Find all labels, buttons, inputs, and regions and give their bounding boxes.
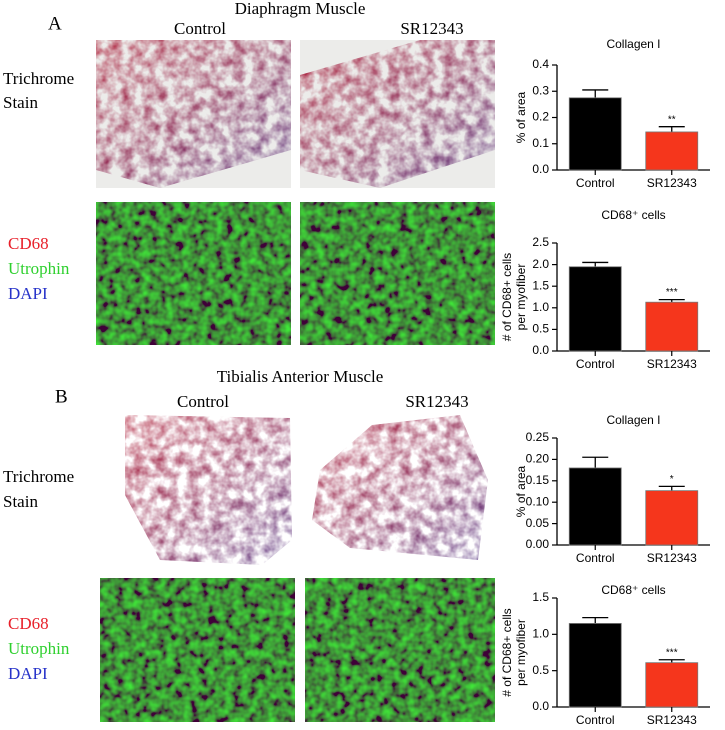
- bar: [645, 490, 699, 546]
- chart-title: Collagen I: [606, 37, 660, 51]
- column-label: Control: [174, 19, 226, 38]
- row-label: CD68: [8, 234, 49, 253]
- y-tick-label: 0.1: [532, 136, 549, 150]
- micrograph-tissue: [96, 40, 291, 188]
- bar: [645, 662, 699, 708]
- significance: **: [668, 114, 676, 125]
- panel-title: Diaphragm Muscle: [235, 0, 366, 18]
- x-tick-label: Control: [576, 176, 615, 190]
- chart-title: Collagen I: [606, 413, 660, 427]
- row-label: CD68: [8, 614, 49, 633]
- x-tick-label: SR12343: [647, 176, 697, 190]
- row-label: DAPI: [8, 664, 48, 683]
- y-axis-label: per myofiber: [514, 619, 528, 686]
- y-tick-label: 0.00: [526, 537, 550, 551]
- panel-title: Tibialis Anterior Muscle: [217, 367, 384, 386]
- row-label: DAPI: [8, 284, 48, 303]
- micrograph: [96, 202, 291, 345]
- bar: [645, 131, 699, 171]
- y-tick-label: 2.0: [532, 257, 549, 271]
- significance: ***: [666, 647, 678, 658]
- y-tick-label: 0.0: [532, 162, 549, 176]
- y-axis-label: # of CD68+ cells: [500, 253, 514, 341]
- y-tick-label: 0.5: [532, 322, 549, 336]
- panel-label: B: [55, 386, 68, 407]
- column-label: SR12343: [405, 392, 468, 411]
- y-tick-label: 0.2: [532, 110, 549, 124]
- y-tick-label: 0.15: [526, 473, 550, 487]
- micrograph: [100, 578, 295, 722]
- chart-title: CD68⁺ cells: [601, 583, 665, 597]
- significance: ***: [666, 287, 678, 298]
- y-tick-label: 0.3: [532, 83, 549, 97]
- micrograph: [300, 202, 495, 345]
- y-tick-label: 1.0: [532, 627, 549, 641]
- y-tick-label: 1.0: [532, 300, 549, 314]
- row-label: Trichrome: [3, 467, 74, 486]
- x-tick-label: SR12343: [647, 713, 697, 727]
- y-tick-label: 0.5: [532, 663, 549, 677]
- row-label: Stain: [3, 93, 38, 112]
- y-tick-label: 1.5: [532, 590, 549, 604]
- y-axis-label: per myofiber: [514, 264, 528, 331]
- x-tick-label: SR12343: [647, 551, 697, 565]
- row-label: Utrophin: [8, 259, 70, 278]
- y-tick-label: 0.0: [532, 699, 549, 713]
- y-axis-label: # of CD68+ cells: [500, 608, 514, 696]
- row-label: Trichrome: [3, 69, 74, 88]
- micrograph-tissue: [312, 415, 488, 560]
- y-tick-label: 0.20: [526, 452, 550, 466]
- micrograph-tissue: [125, 415, 292, 565]
- column-label: SR12343: [400, 19, 463, 38]
- x-tick-label: SR12343: [647, 357, 697, 371]
- panel-label: A: [48, 13, 62, 34]
- row-label: Stain: [3, 492, 38, 511]
- y-tick-label: 0.4: [532, 57, 549, 71]
- y-tick-label: 1.5: [532, 278, 549, 292]
- y-axis-label: % of area: [514, 91, 528, 143]
- bar: [645, 301, 699, 352]
- micrograph-tissue: [300, 40, 495, 188]
- significance: *: [670, 474, 674, 485]
- column-label: Control: [177, 392, 229, 411]
- y-tick-label: 0.10: [526, 494, 550, 508]
- micrograph: [305, 578, 495, 722]
- bar: [568, 623, 622, 708]
- x-tick-label: Control: [576, 357, 615, 371]
- chart-title: CD68⁺ cells: [601, 208, 665, 222]
- panel-b: B Tibialis Anterior Muscle Control SR123…: [3, 367, 495, 722]
- y-tick-label: 2.5: [532, 235, 549, 249]
- bar: [568, 266, 622, 352]
- y-tick-label: 0.05: [526, 516, 550, 530]
- y-tick-label: 0.0: [532, 343, 549, 357]
- x-tick-label: Control: [576, 713, 615, 727]
- y-tick-label: 0.25: [526, 430, 550, 444]
- bar: [568, 467, 622, 546]
- bar: [568, 97, 622, 171]
- panel-a: A Diaphragm Muscle Control SR12343 Trich…: [3, 0, 495, 345]
- x-tick-label: Control: [576, 551, 615, 565]
- y-axis-label: % of area: [514, 465, 528, 517]
- row-label: Utrophin: [8, 639, 70, 658]
